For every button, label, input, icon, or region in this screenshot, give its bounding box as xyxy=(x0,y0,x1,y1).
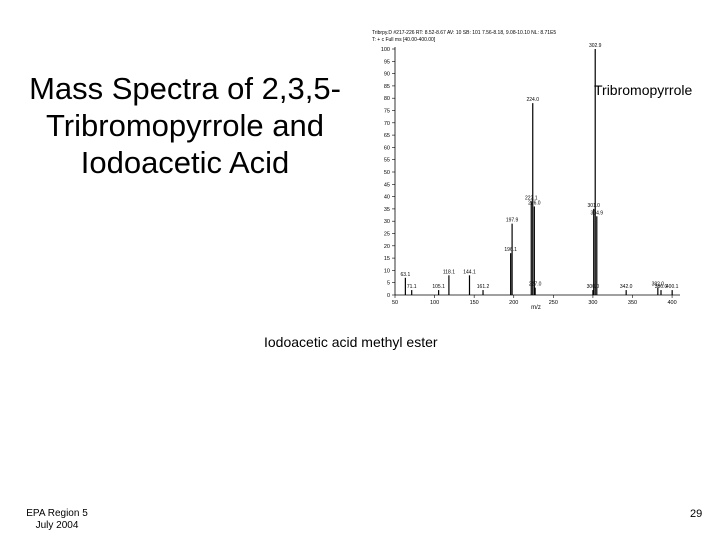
x-tick-label: 50 xyxy=(392,300,398,306)
y-tick-label: 55 xyxy=(384,158,390,164)
x-tick-label: 150 xyxy=(470,300,479,306)
y-tick-label: 35 xyxy=(384,207,390,213)
x-axis-label: m/z xyxy=(531,305,541,311)
peak-label: 301.0 xyxy=(587,203,600,209)
peak-label: 71.1 xyxy=(407,284,417,290)
peak-label: 63.1 xyxy=(401,272,411,278)
x-tick-label: 300 xyxy=(588,300,597,306)
peak-label: 226.0 xyxy=(528,200,541,206)
x-tick-label: 400 xyxy=(667,300,676,306)
peak-label: 386.0 xyxy=(655,284,668,290)
y-tick-label: 70 xyxy=(384,121,390,127)
footer-line: July 2004 xyxy=(35,520,79,531)
y-tick-label: 90 xyxy=(384,72,390,78)
y-tick-label: 60 xyxy=(384,145,390,151)
page-number: 29 xyxy=(690,508,703,520)
peak-label: 382.0 xyxy=(652,282,665,288)
y-tick-label: 95 xyxy=(384,59,390,65)
x-tick-label: 200 xyxy=(509,300,518,306)
y-tick-label: 30 xyxy=(384,219,390,225)
y-tick-label: 80 xyxy=(384,96,390,102)
peak-label: 224.0 xyxy=(526,97,539,103)
peak-label: 118.1 xyxy=(443,269,455,275)
y-tick-label: 25 xyxy=(384,232,390,238)
y-tick-label: 85 xyxy=(384,84,390,90)
slide-title: Mass Spectra of 2,3,5- Tribromopyrrole a… xyxy=(10,70,360,181)
peak-label: 196.1 xyxy=(504,247,517,253)
title-line: Iodoacetic Acid xyxy=(80,145,290,180)
peak-label: 302.9 xyxy=(589,43,602,49)
y-tick-label: 45 xyxy=(384,182,390,188)
y-tick-label: 65 xyxy=(384,133,390,139)
peak-label: 197.9 xyxy=(506,218,519,224)
title-line: Mass Spectra of 2,3,5- xyxy=(29,71,341,106)
chart-header: Tribrpy.D #217-226 RT: 8.52-8.67 AV: 10 … xyxy=(372,30,556,36)
chart-header: T: + c Full ms [40.00-400.00] xyxy=(372,37,436,43)
x-tick-label: 350 xyxy=(628,300,637,306)
caption: Tribromopyrrole xyxy=(594,82,693,98)
y-tick-label: 5 xyxy=(387,281,390,287)
footer: EPA Region 5 July 2004 xyxy=(14,508,100,532)
y-tick-label: 15 xyxy=(384,256,390,262)
y-tick-label: 50 xyxy=(384,170,390,176)
y-tick-label: 75 xyxy=(384,109,390,115)
y-tick-label: 10 xyxy=(384,268,390,274)
x-tick-label: 250 xyxy=(549,300,558,306)
title-line: Tribromopyrrole and xyxy=(46,108,324,143)
peak-label: 161.2 xyxy=(477,284,490,290)
caption: Iodoacetic acid methyl ester xyxy=(264,334,438,350)
x-tick-label: 100 xyxy=(430,300,439,306)
peak-label: 222.1 xyxy=(525,196,538,202)
peak-label: 304.9 xyxy=(591,210,604,216)
y-tick-label: 20 xyxy=(384,244,390,250)
peak-label: 400.1 xyxy=(666,284,679,290)
peak-label: 342.0 xyxy=(620,284,633,290)
peak-label: 105.1 xyxy=(432,284,445,290)
peak-label: 300.0 xyxy=(587,284,600,290)
y-tick-label: 40 xyxy=(384,195,390,201)
peak-label: 144.1 xyxy=(463,269,476,275)
peak-label: 227.0 xyxy=(529,282,542,288)
footer-line: EPA Region 5 xyxy=(26,508,88,519)
y-tick-label: 100 xyxy=(381,47,390,53)
y-tick-label: 0 xyxy=(387,293,390,299)
